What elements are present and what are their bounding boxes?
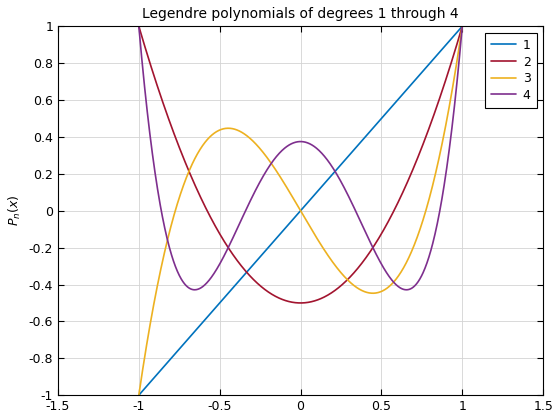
3 xyxy=(266,158,273,163)
4 xyxy=(388,277,395,282)
2 xyxy=(394,202,400,207)
1 xyxy=(388,105,394,110)
Title: Legendre polynomials of degrees 1 through 4: Legendre polynomials of degrees 1 throug… xyxy=(142,7,459,21)
Line: 1: 1 xyxy=(139,26,462,395)
2 xyxy=(388,213,395,218)
4 xyxy=(278,148,285,153)
2 xyxy=(169,125,175,130)
4 xyxy=(358,220,365,226)
Line: 3: 3 xyxy=(139,26,462,395)
3 xyxy=(388,282,394,287)
1 xyxy=(169,355,175,360)
Y-axis label: $P_n(x)$: $P_n(x)$ xyxy=(7,195,23,226)
2 xyxy=(136,24,142,29)
Legend: 1, 2, 3, 4: 1, 2, 3, 4 xyxy=(486,32,537,108)
2 xyxy=(358,262,365,267)
4 xyxy=(192,287,198,292)
1 xyxy=(358,139,365,144)
4 xyxy=(459,24,465,29)
1 xyxy=(278,230,284,235)
3 xyxy=(169,220,175,226)
3 xyxy=(394,276,400,281)
2 xyxy=(297,300,304,305)
1 xyxy=(394,98,400,103)
Line: 2: 2 xyxy=(139,26,462,303)
3 xyxy=(358,288,365,293)
4 xyxy=(267,163,273,168)
4 xyxy=(136,24,142,29)
2 xyxy=(278,297,284,302)
2 xyxy=(459,24,465,29)
3 xyxy=(278,176,284,181)
4 xyxy=(394,283,400,288)
4 xyxy=(169,253,175,258)
1 xyxy=(136,393,142,398)
2 xyxy=(266,290,273,295)
Line: 4: 4 xyxy=(139,26,462,290)
3 xyxy=(459,24,465,29)
1 xyxy=(266,244,273,249)
1 xyxy=(459,24,465,29)
3 xyxy=(136,393,142,398)
